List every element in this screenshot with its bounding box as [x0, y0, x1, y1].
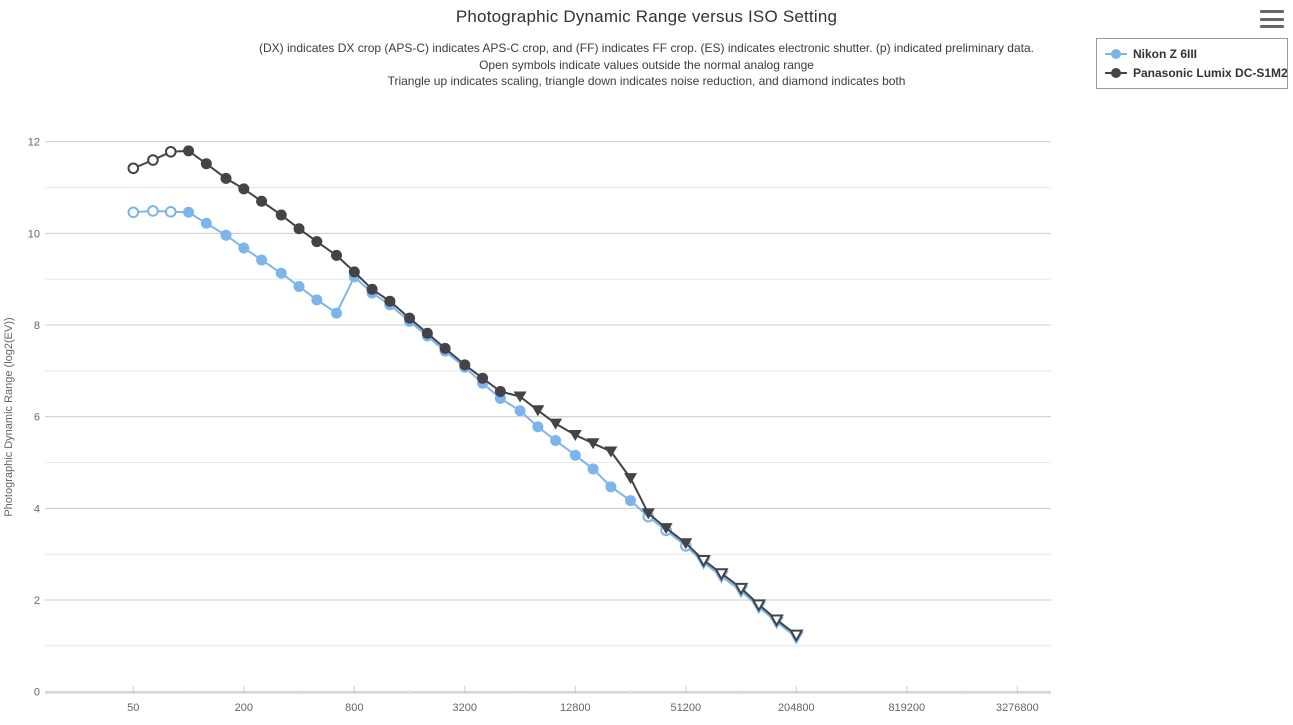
- x-tick-label: 3276800: [996, 702, 1039, 714]
- x-tick-label: 12800: [560, 702, 591, 714]
- x-tick-label: 3200: [453, 702, 477, 714]
- chart-subtitle-line-2: Open symbols indicate values outside the…: [479, 58, 814, 72]
- x-tick-label: 200: [235, 702, 253, 714]
- chart-subtitle-line-3: Triangle up indicates scaling, triangle …: [387, 74, 906, 88]
- y-axis-title: Photographic Dynamic Range (log2(EV)): [3, 317, 15, 516]
- panasonic-series-marker-icon: [1105, 67, 1127, 79]
- chart-subtitle-line-1: (DX) indicates DX crop (APS-C) indicates…: [259, 41, 1034, 55]
- legend-label: Panasonic Lumix DC-S1M2: [1133, 65, 1288, 80]
- y-tick-label: 2: [34, 595, 40, 607]
- y-gridlines: [45, 141, 1051, 693]
- hamburger-icon: [1260, 10, 1284, 13]
- y-tick-label: 10: [28, 228, 40, 240]
- chart-context-menu-button[interactable]: [1260, 9, 1286, 29]
- series-line: [133, 209, 797, 638]
- series-panasonic-lumix-dc-s1m2: [127, 145, 804, 643]
- x-tick-label: 50: [127, 702, 139, 714]
- x-tick-label: 204800: [778, 702, 815, 714]
- y-tick-label: 4: [34, 503, 40, 515]
- series-nikon-z-6iii: [127, 205, 804, 645]
- y-tick-label: 0: [34, 687, 40, 699]
- hamburger-icon: [1260, 17, 1284, 21]
- y-tick-label: 8: [34, 320, 40, 332]
- legend-label: Nikon Z 6III: [1133, 46, 1198, 61]
- legend-item-panasonic-lumix-dc-s1m2[interactable]: Panasonic Lumix DC-S1M2: [1105, 63, 1288, 82]
- y-tick-label: 12: [28, 137, 40, 149]
- chart-title: Photographic Dynamic Range versus ISO Se…: [455, 7, 838, 26]
- y-tick-label: 6: [34, 412, 40, 424]
- x-tick-label: 819200: [888, 702, 925, 714]
- x-tick-label: 51200: [671, 702, 702, 714]
- x-tick-label: 800: [345, 702, 363, 714]
- x-axis: [45, 686, 1051, 694]
- hamburger-icon: [1260, 25, 1284, 28]
- chart-legend: Nikon Z 6III Panasonic Lumix DC-S1M2: [1096, 38, 1288, 89]
- nikon-series-marker-icon: [1105, 48, 1127, 60]
- series-line: [132, 149, 797, 636]
- legend-item-nikon-z-6iii[interactable]: Nikon Z 6III: [1105, 44, 1279, 63]
